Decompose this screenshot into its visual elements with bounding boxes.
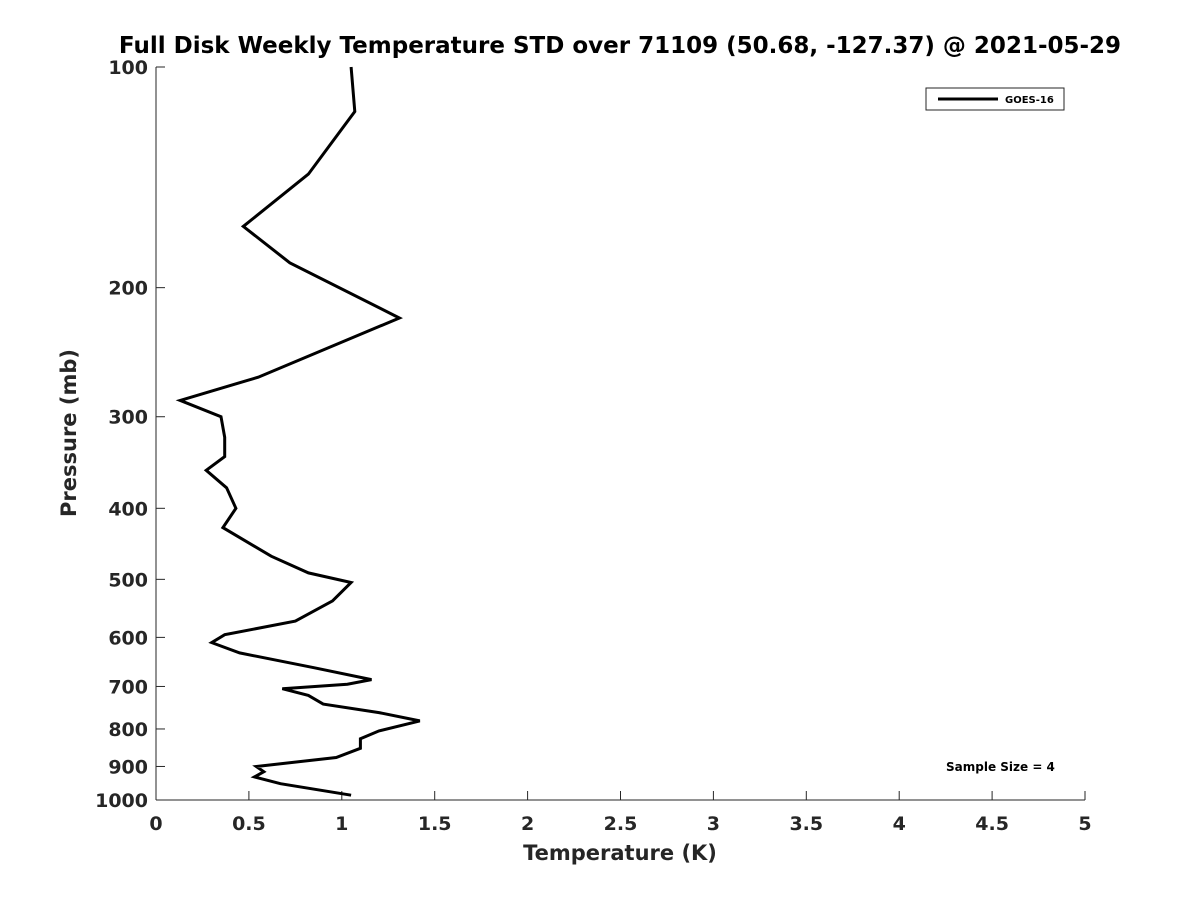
- x-tick-label: 2: [521, 813, 534, 835]
- x-tick-label: 1: [335, 813, 348, 835]
- y-tick-label: 300: [108, 407, 148, 429]
- series-line-goes-16: [175, 66, 421, 797]
- x-tick-label: 4: [893, 813, 906, 835]
- y-tick-label: 100: [108, 57, 148, 79]
- x-tick-label: 4.5: [975, 813, 1009, 835]
- x-tick-label: 5: [1078, 813, 1091, 835]
- plot-area: [156, 67, 1085, 800]
- y-axis-ticks: 100 200 300 400 500 600 700 800 900 1000: [95, 57, 165, 812]
- y-tick-label: 800: [108, 719, 148, 741]
- y-tick-label: 400: [108, 498, 148, 520]
- y-tick-label: 200: [108, 278, 148, 300]
- chart-title: Full Disk Weekly Temperature STD over 71…: [119, 33, 1121, 59]
- x-tick-label: 2.5: [604, 813, 638, 835]
- y-tick-label: 1000: [95, 790, 148, 812]
- x-tick-label: 0.5: [232, 813, 266, 835]
- y-axis-label: Pressure (mb): [57, 349, 81, 517]
- x-tick-label: 1.5: [418, 813, 452, 835]
- legend: GOES-16: [925, 87, 1065, 111]
- x-axis-ticks: 0 0.5 1 1.5 2 2.5 3 3.5 4 4.5 5: [149, 791, 1092, 835]
- y-tick-label: 600: [108, 627, 148, 649]
- x-tick-label: 3: [707, 813, 720, 835]
- legend-label-goes-16: GOES-16: [1005, 95, 1054, 106]
- x-axis-label: Temperature (K): [523, 841, 717, 865]
- y-tick-label: 700: [108, 676, 148, 698]
- sample-size-annotation: Sample Size = 4: [946, 760, 1055, 774]
- x-tick-label: 3.5: [789, 813, 823, 835]
- y-tick-label: 900: [108, 756, 148, 778]
- x-tick-label: 0: [149, 813, 162, 835]
- series-layer: [175, 66, 421, 797]
- y-tick-label: 500: [108, 569, 148, 591]
